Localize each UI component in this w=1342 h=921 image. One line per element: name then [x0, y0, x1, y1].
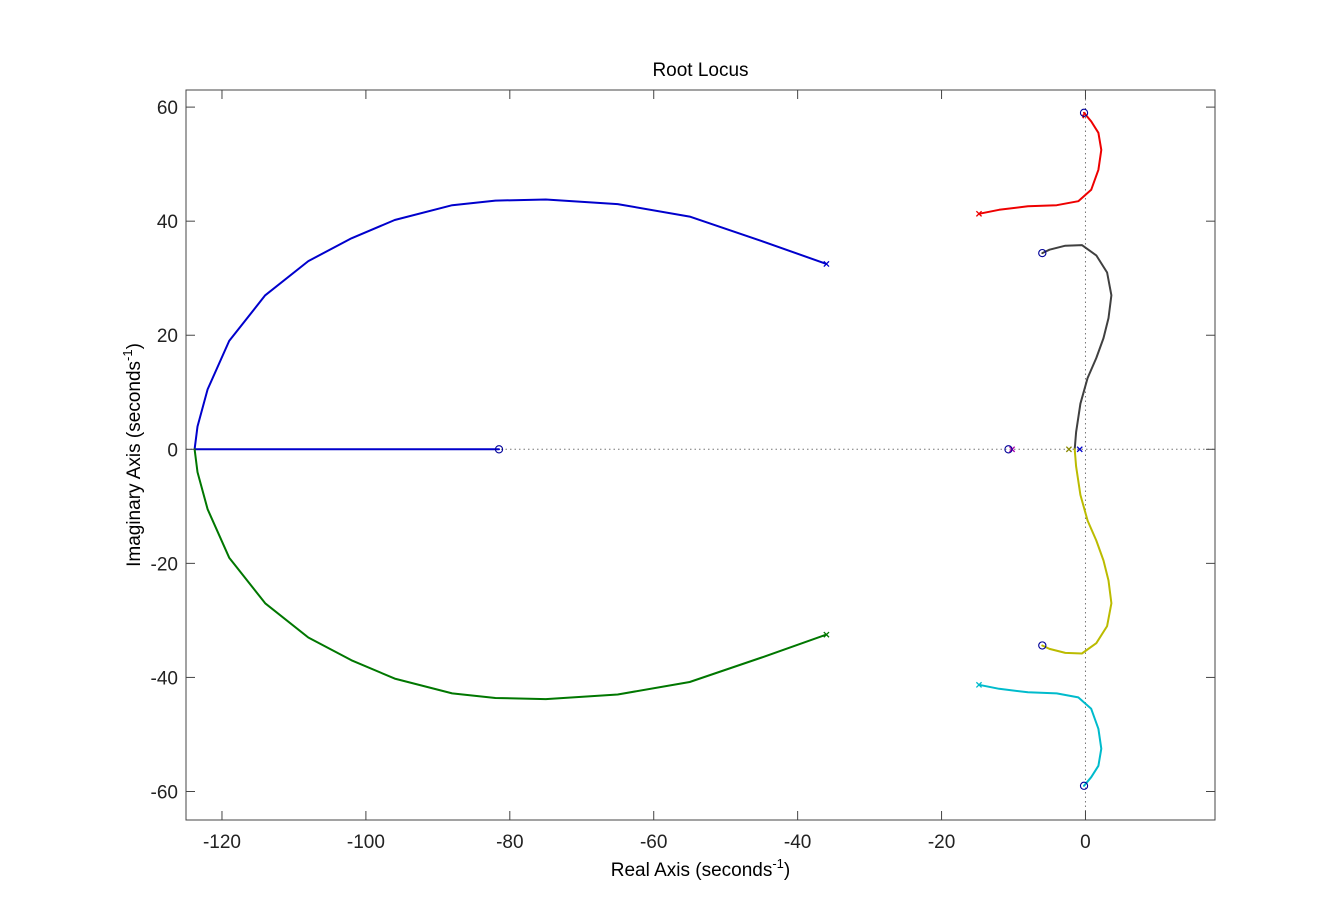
y-tick-label: -40	[151, 668, 178, 689]
locus-branch	[193, 198, 828, 451]
locus-branch	[978, 111, 1103, 215]
x-axis-title-close: )	[784, 860, 790, 881]
x-tick-label: -60	[640, 832, 667, 853]
x-tick-label: -80	[496, 832, 523, 853]
locus-branch	[1041, 448, 1113, 655]
zero-marker	[1079, 781, 1089, 790]
y-tick-label: 40	[157, 212, 178, 233]
pole-marker	[1076, 446, 1083, 453]
pole-marker-stroke	[975, 681, 983, 688]
locus-branches	[193, 111, 1113, 787]
pole-zero-markers	[494, 108, 1089, 790]
x-axis-title: Real Axis (seconds-1)	[611, 856, 790, 881]
zero-marker	[1004, 445, 1013, 454]
locus-branch	[1041, 244, 1113, 451]
y-axis-title-sup: -1	[120, 349, 135, 361]
x-tick-label: -100	[347, 832, 385, 853]
y-tick-label: 0	[167, 440, 178, 461]
y-axis-title-close: )	[124, 343, 145, 349]
locus-branch	[978, 683, 1103, 787]
locus-branch	[193, 448, 828, 701]
y-axis-title: Imaginary Axis (seconds-1)	[120, 343, 145, 567]
pole-marker-stroke	[1076, 446, 1083, 453]
x-tick-label: -20	[928, 832, 955, 853]
pole-marker-stroke	[823, 260, 830, 268]
pole-marker	[1065, 446, 1072, 453]
y-tick-label: 60	[157, 98, 178, 119]
y-axis-title-main: Imaginary Axis (seconds	[124, 361, 145, 567]
zero-marker	[1038, 641, 1047, 650]
x-axis-title-main: Real Axis (seconds	[611, 860, 773, 881]
pole-marker	[975, 210, 983, 217]
pole-marker-stroke	[975, 210, 983, 217]
pole-marker	[823, 260, 830, 268]
axis-ticks: -120 -100 -80 -60 -40 -20 0 -60 -40 -20 0 20 40 60	[151, 90, 1215, 853]
zero-marker	[494, 445, 504, 454]
x-axis-title-sup: -1	[772, 856, 784, 871]
y-tick-label: -20	[151, 554, 178, 575]
y-tick-label: -60	[151, 782, 178, 803]
axes-box	[185, 89, 1216, 821]
pole-marker-stroke	[1065, 446, 1072, 453]
chart-title: Root Locus	[652, 60, 748, 81]
x-tick-label: -40	[784, 832, 811, 853]
pole-marker	[823, 631, 830, 638]
x-tick-label: -120	[203, 832, 241, 853]
y-tick-label: 20	[157, 326, 178, 347]
zero-marker	[1038, 248, 1047, 258]
pole-marker	[975, 681, 983, 688]
x-tick-label: 0	[1080, 832, 1091, 853]
pole-marker-stroke	[823, 631, 830, 638]
zero-marker	[1079, 108, 1089, 117]
